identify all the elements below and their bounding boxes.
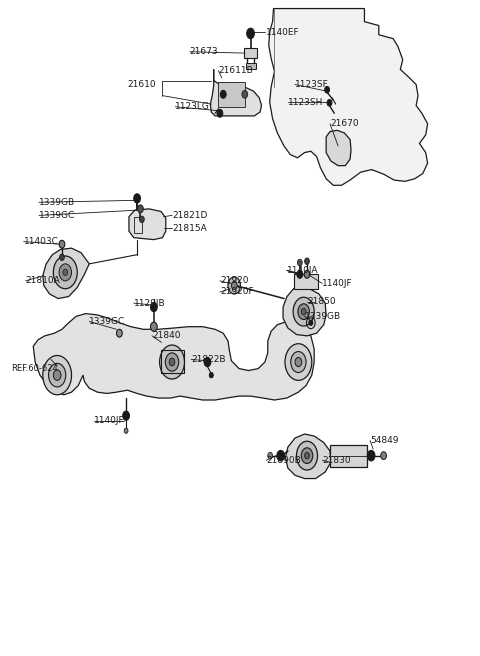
Text: 1339GC: 1339GC: [39, 211, 75, 220]
Circle shape: [298, 304, 310, 319]
Bar: [246, 63, 256, 70]
Text: 21821D: 21821D: [172, 211, 207, 220]
Circle shape: [59, 240, 65, 248]
Circle shape: [247, 28, 254, 39]
Circle shape: [305, 453, 310, 459]
Circle shape: [123, 411, 130, 420]
Circle shape: [304, 270, 310, 278]
Circle shape: [297, 270, 303, 278]
Text: 1339GB: 1339GB: [305, 312, 341, 321]
Circle shape: [231, 281, 237, 289]
Circle shape: [277, 451, 285, 461]
Circle shape: [48, 363, 66, 387]
Circle shape: [151, 322, 157, 331]
Circle shape: [228, 277, 240, 294]
Text: 21670: 21670: [330, 119, 359, 129]
Circle shape: [217, 110, 223, 117]
Circle shape: [134, 194, 141, 203]
Circle shape: [138, 205, 144, 213]
Text: 21890B: 21890B: [266, 456, 301, 464]
Polygon shape: [326, 131, 351, 166]
Text: 1123LG: 1123LG: [175, 102, 210, 112]
Text: 1339GC: 1339GC: [89, 317, 125, 326]
Circle shape: [324, 87, 329, 93]
Circle shape: [297, 441, 318, 470]
Bar: [218, 82, 245, 107]
Text: 1339GB: 1339GB: [39, 198, 75, 207]
Circle shape: [367, 451, 375, 461]
Circle shape: [165, 353, 179, 371]
Text: 21673: 21673: [190, 47, 218, 56]
Circle shape: [53, 370, 61, 380]
Polygon shape: [43, 248, 89, 298]
Text: 1140JF: 1140JF: [94, 417, 125, 426]
Circle shape: [140, 216, 144, 222]
Text: 54849: 54849: [370, 436, 399, 445]
Text: 21920: 21920: [220, 276, 248, 285]
Circle shape: [327, 100, 332, 106]
Text: 1123SH: 1123SH: [288, 98, 323, 107]
Circle shape: [151, 302, 157, 312]
Circle shape: [159, 345, 184, 379]
Polygon shape: [286, 434, 331, 479]
Circle shape: [285, 344, 312, 380]
Text: 1129JB: 1129JB: [134, 298, 166, 308]
Text: 21611B: 21611B: [218, 66, 253, 75]
Bar: [294, 274, 318, 289]
Circle shape: [43, 356, 72, 395]
Text: 21810A: 21810A: [25, 276, 60, 285]
Text: REF.60-624: REF.60-624: [11, 364, 58, 373]
Circle shape: [305, 258, 310, 264]
Circle shape: [291, 352, 306, 373]
Circle shape: [53, 256, 77, 289]
Bar: [134, 216, 143, 233]
Circle shape: [60, 254, 64, 260]
Text: 1140JA: 1140JA: [287, 266, 318, 275]
Circle shape: [169, 358, 175, 366]
Circle shape: [124, 428, 128, 434]
Circle shape: [242, 91, 248, 98]
Circle shape: [381, 452, 386, 460]
Text: 21610: 21610: [128, 80, 156, 89]
Circle shape: [301, 308, 306, 315]
Circle shape: [309, 320, 313, 325]
Circle shape: [298, 259, 302, 266]
Text: 21815A: 21815A: [172, 224, 207, 233]
Text: 21840: 21840: [152, 331, 180, 340]
Polygon shape: [33, 314, 314, 400]
Circle shape: [268, 453, 273, 459]
Circle shape: [204, 358, 211, 367]
Text: 21822B: 21822B: [191, 355, 226, 364]
Polygon shape: [210, 70, 262, 116]
Circle shape: [301, 448, 313, 464]
Text: 1140EF: 1140EF: [266, 28, 300, 37]
Polygon shape: [269, 9, 428, 185]
Bar: [161, 350, 184, 373]
Circle shape: [63, 269, 68, 276]
Text: 21830: 21830: [323, 456, 351, 464]
Circle shape: [295, 358, 302, 367]
Text: 1140JF: 1140JF: [323, 279, 353, 288]
Text: 21850: 21850: [307, 297, 336, 306]
Polygon shape: [283, 287, 326, 336]
Bar: [244, 48, 257, 58]
Text: 1123SF: 1123SF: [295, 80, 329, 89]
Circle shape: [117, 329, 122, 337]
Bar: [330, 445, 367, 467]
Text: 11403C: 11403C: [24, 237, 59, 246]
Circle shape: [293, 297, 314, 326]
Circle shape: [59, 264, 72, 281]
Text: 21920F: 21920F: [220, 287, 253, 297]
Circle shape: [209, 373, 213, 378]
Polygon shape: [129, 209, 166, 239]
Circle shape: [220, 91, 226, 98]
